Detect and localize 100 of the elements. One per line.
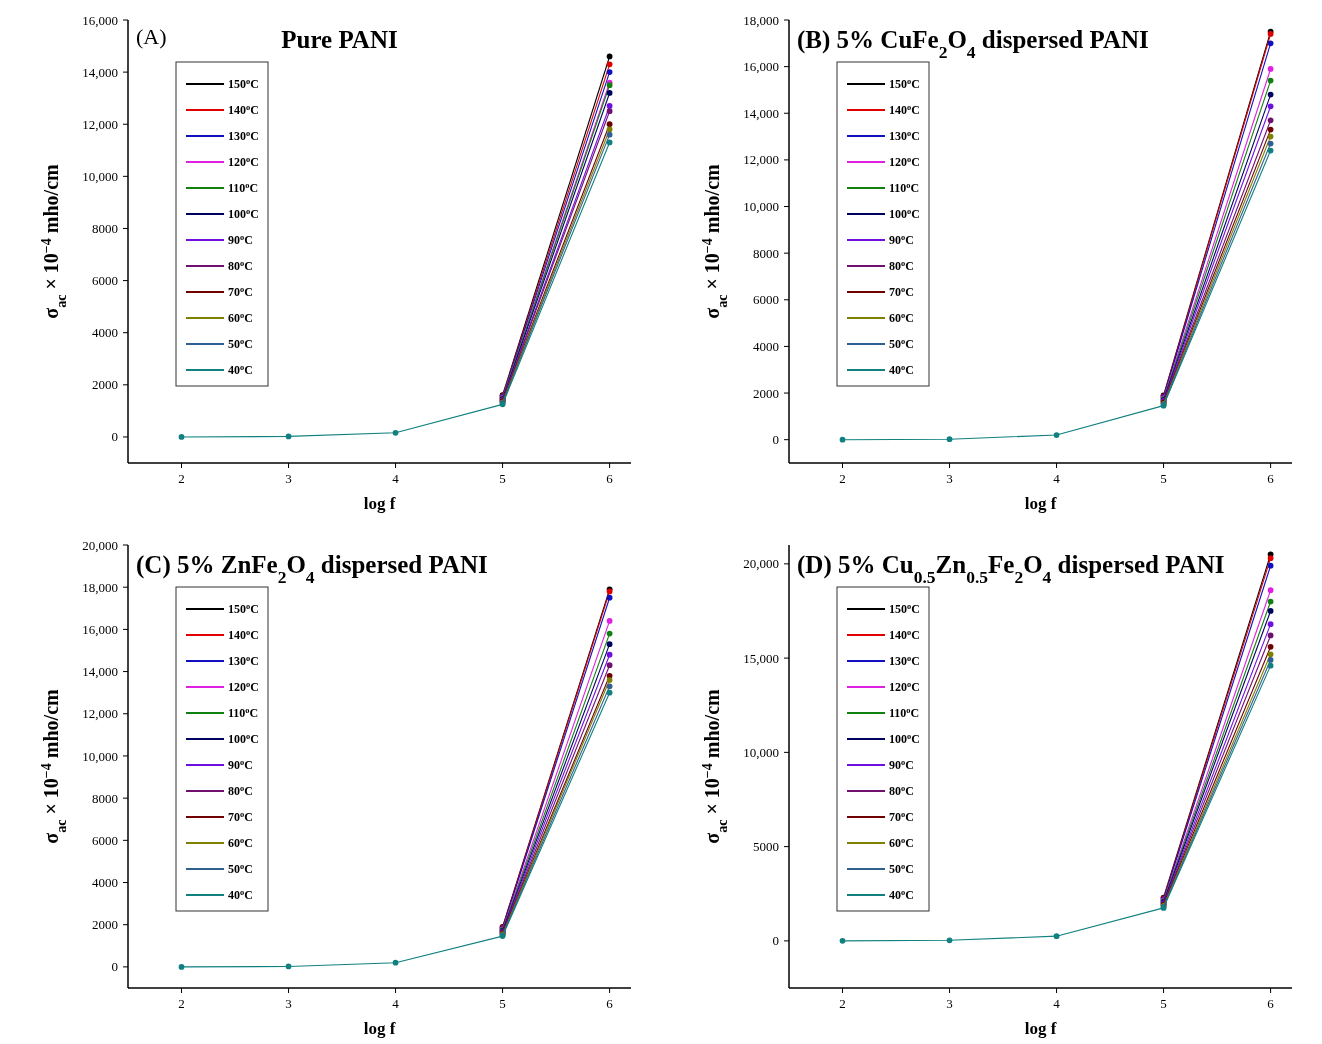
- chart-title: Pure PANI: [281, 26, 398, 53]
- x-tick-label: 6: [1267, 471, 1275, 486]
- y-tick-label: 0: [772, 432, 779, 448]
- y-tick-label: 6000: [92, 273, 118, 289]
- y-tick-label: 5000: [753, 839, 779, 855]
- legend-label: 130$^{o}$C: [889, 128, 920, 143]
- x-axis-title: log f: [363, 494, 396, 513]
- x-tick-label: 5: [499, 996, 506, 1011]
- y-tick-label: 4000: [92, 875, 118, 891]
- y-tick-label: 10,000: [743, 744, 779, 760]
- chart-title: (C) 5% ZnFe$_{2}$O$_{4}$ dispersed PANI: [136, 551, 488, 587]
- y-tick-label: 16,000: [743, 59, 779, 75]
- y-tick-label: 6000: [753, 292, 779, 308]
- y-tick-label: 14,000: [743, 105, 779, 121]
- legend-label: 140$^{o}$C: [889, 102, 920, 117]
- legend-label: 40$^{o}$C: [889, 887, 914, 902]
- legend-label: 70$^{o}$C: [228, 284, 253, 299]
- legend-label: 80$^{o}$C: [228, 258, 253, 273]
- legend-label: 140$^{o}$C: [228, 102, 259, 117]
- x-tick-label: 2: [839, 471, 846, 486]
- y-tick-label: 16,000: [82, 621, 118, 637]
- legend-label: 90$^{o}$C: [889, 232, 914, 247]
- chart-title: (B) 5% CuFe$_{2}$O$_{4}$ dispersed PANI: [797, 26, 1149, 62]
- x-tick-label: 3: [946, 471, 953, 486]
- x-tick-label: 4: [1053, 996, 1061, 1011]
- legend-label: 130$^{o}$C: [228, 653, 259, 668]
- x-tick-label: 4: [392, 996, 400, 1011]
- legend-label: 60$^{o}$C: [889, 835, 914, 850]
- legend-label: 100$^{o}$C: [889, 206, 920, 221]
- y-tick-label: 12,000: [82, 706, 118, 722]
- x-tick-label: 3: [946, 996, 953, 1011]
- legend-label: 60$^{o}$C: [889, 310, 914, 325]
- legend-label: 60$^{o}$C: [228, 835, 253, 850]
- legend-label: 120$^{o}$C: [228, 154, 259, 169]
- y-tick-label: 2000: [753, 385, 779, 401]
- x-tick-label: 5: [499, 471, 506, 486]
- legend-label: 40$^{o}$C: [889, 362, 914, 377]
- x-tick-label: 2: [839, 996, 846, 1011]
- legend-label: 50$^{o}$C: [228, 336, 253, 351]
- y-tick-label: 12,000: [743, 152, 779, 168]
- legend-label: 120$^{o}$C: [889, 679, 920, 694]
- y-tick-label: 10,000: [82, 748, 118, 764]
- x-tick-label: 5: [1160, 471, 1167, 486]
- y-tick-label: 18,000: [743, 12, 779, 28]
- legend-label: 60$^{o}$C: [228, 310, 253, 325]
- legend-label: 50$^{o}$C: [889, 336, 914, 351]
- y-tick-label: 14,000: [82, 664, 118, 680]
- x-axis-title: log f: [1024, 1019, 1057, 1038]
- y-tick-label: 0: [772, 933, 779, 949]
- y-tick-label: 14,000: [82, 64, 118, 80]
- legend-label: 90$^{o}$C: [889, 757, 914, 772]
- y-tick-label: 2000: [92, 377, 118, 393]
- x-tick-label: 3: [285, 471, 292, 486]
- legend-label: 40$^{o}$C: [228, 887, 253, 902]
- x-tick-label: 3: [285, 996, 292, 1011]
- y-tick-label: 16,000: [82, 12, 118, 28]
- y-tick-label: 6000: [92, 832, 118, 848]
- legend-label: 50$^{o}$C: [228, 861, 253, 876]
- legend-label: 130$^{o}$C: [228, 128, 259, 143]
- x-tick-label: 2: [178, 471, 185, 486]
- annotation: (A): [136, 24, 167, 49]
- legend-label: 90$^{o}$C: [228, 757, 253, 772]
- x-tick-label: 6: [606, 471, 614, 486]
- y-tick-label: 4000: [92, 325, 118, 341]
- x-tick-label: 4: [1053, 471, 1061, 486]
- x-axis-title: log f: [1024, 494, 1057, 513]
- y-tick-label: 8000: [92, 221, 118, 237]
- legend-label: 70$^{o}$C: [889, 809, 914, 824]
- x-tick-label: 2: [178, 996, 185, 1011]
- y-tick-label: 20,000: [82, 537, 118, 553]
- legend-label: 130$^{o}$C: [889, 653, 920, 668]
- legend-label: 90$^{o}$C: [228, 232, 253, 247]
- legend-label: 120$^{o}$C: [228, 679, 259, 694]
- x-tick-label: 5: [1160, 996, 1167, 1011]
- legend-label: 40$^{o}$C: [228, 362, 253, 377]
- legend-label: 140$^{o}$C: [889, 627, 920, 642]
- legend-label: 150$^{o}$C: [889, 601, 920, 616]
- legend-label: 110$^{o}$C: [228, 180, 259, 195]
- y-tick-label: 10,000: [82, 168, 118, 184]
- y-tick-label: 20,000: [743, 556, 779, 572]
- y-tick-label: 12,000: [82, 116, 118, 132]
- y-tick-label: 8000: [753, 245, 779, 261]
- legend-label: 80$^{o}$C: [889, 783, 914, 798]
- y-tick-label: 2000: [92, 917, 118, 933]
- legend-label: 70$^{o}$C: [228, 809, 253, 824]
- y-tick-label: 8000: [92, 790, 118, 806]
- legend-label: 150$^{o}$C: [228, 76, 259, 91]
- chart-title: (D) 5% Cu$_{0.5}$Zn$_{0.5}$Fe$_{2}$O$_{4}$ dispersed PANI: [797, 551, 1225, 587]
- legend-label: 110$^{o}$C: [889, 705, 920, 720]
- x-axis-title: log f: [363, 1019, 396, 1038]
- y-tick-label: 10,000: [743, 199, 779, 215]
- y-tick-label: 18,000: [82, 579, 118, 595]
- y-tick-label: 15,000: [743, 650, 779, 666]
- legend-label: 70$^{o}$C: [889, 284, 914, 299]
- legend-label: 110$^{o}$C: [889, 180, 920, 195]
- legend-label: 150$^{o}$C: [228, 601, 259, 616]
- legend-label: 80$^{o}$C: [228, 783, 253, 798]
- legend-label: 100$^{o}$C: [889, 731, 920, 746]
- y-tick-label: 0: [111, 429, 118, 445]
- legend-label: 140$^{o}$C: [228, 627, 259, 642]
